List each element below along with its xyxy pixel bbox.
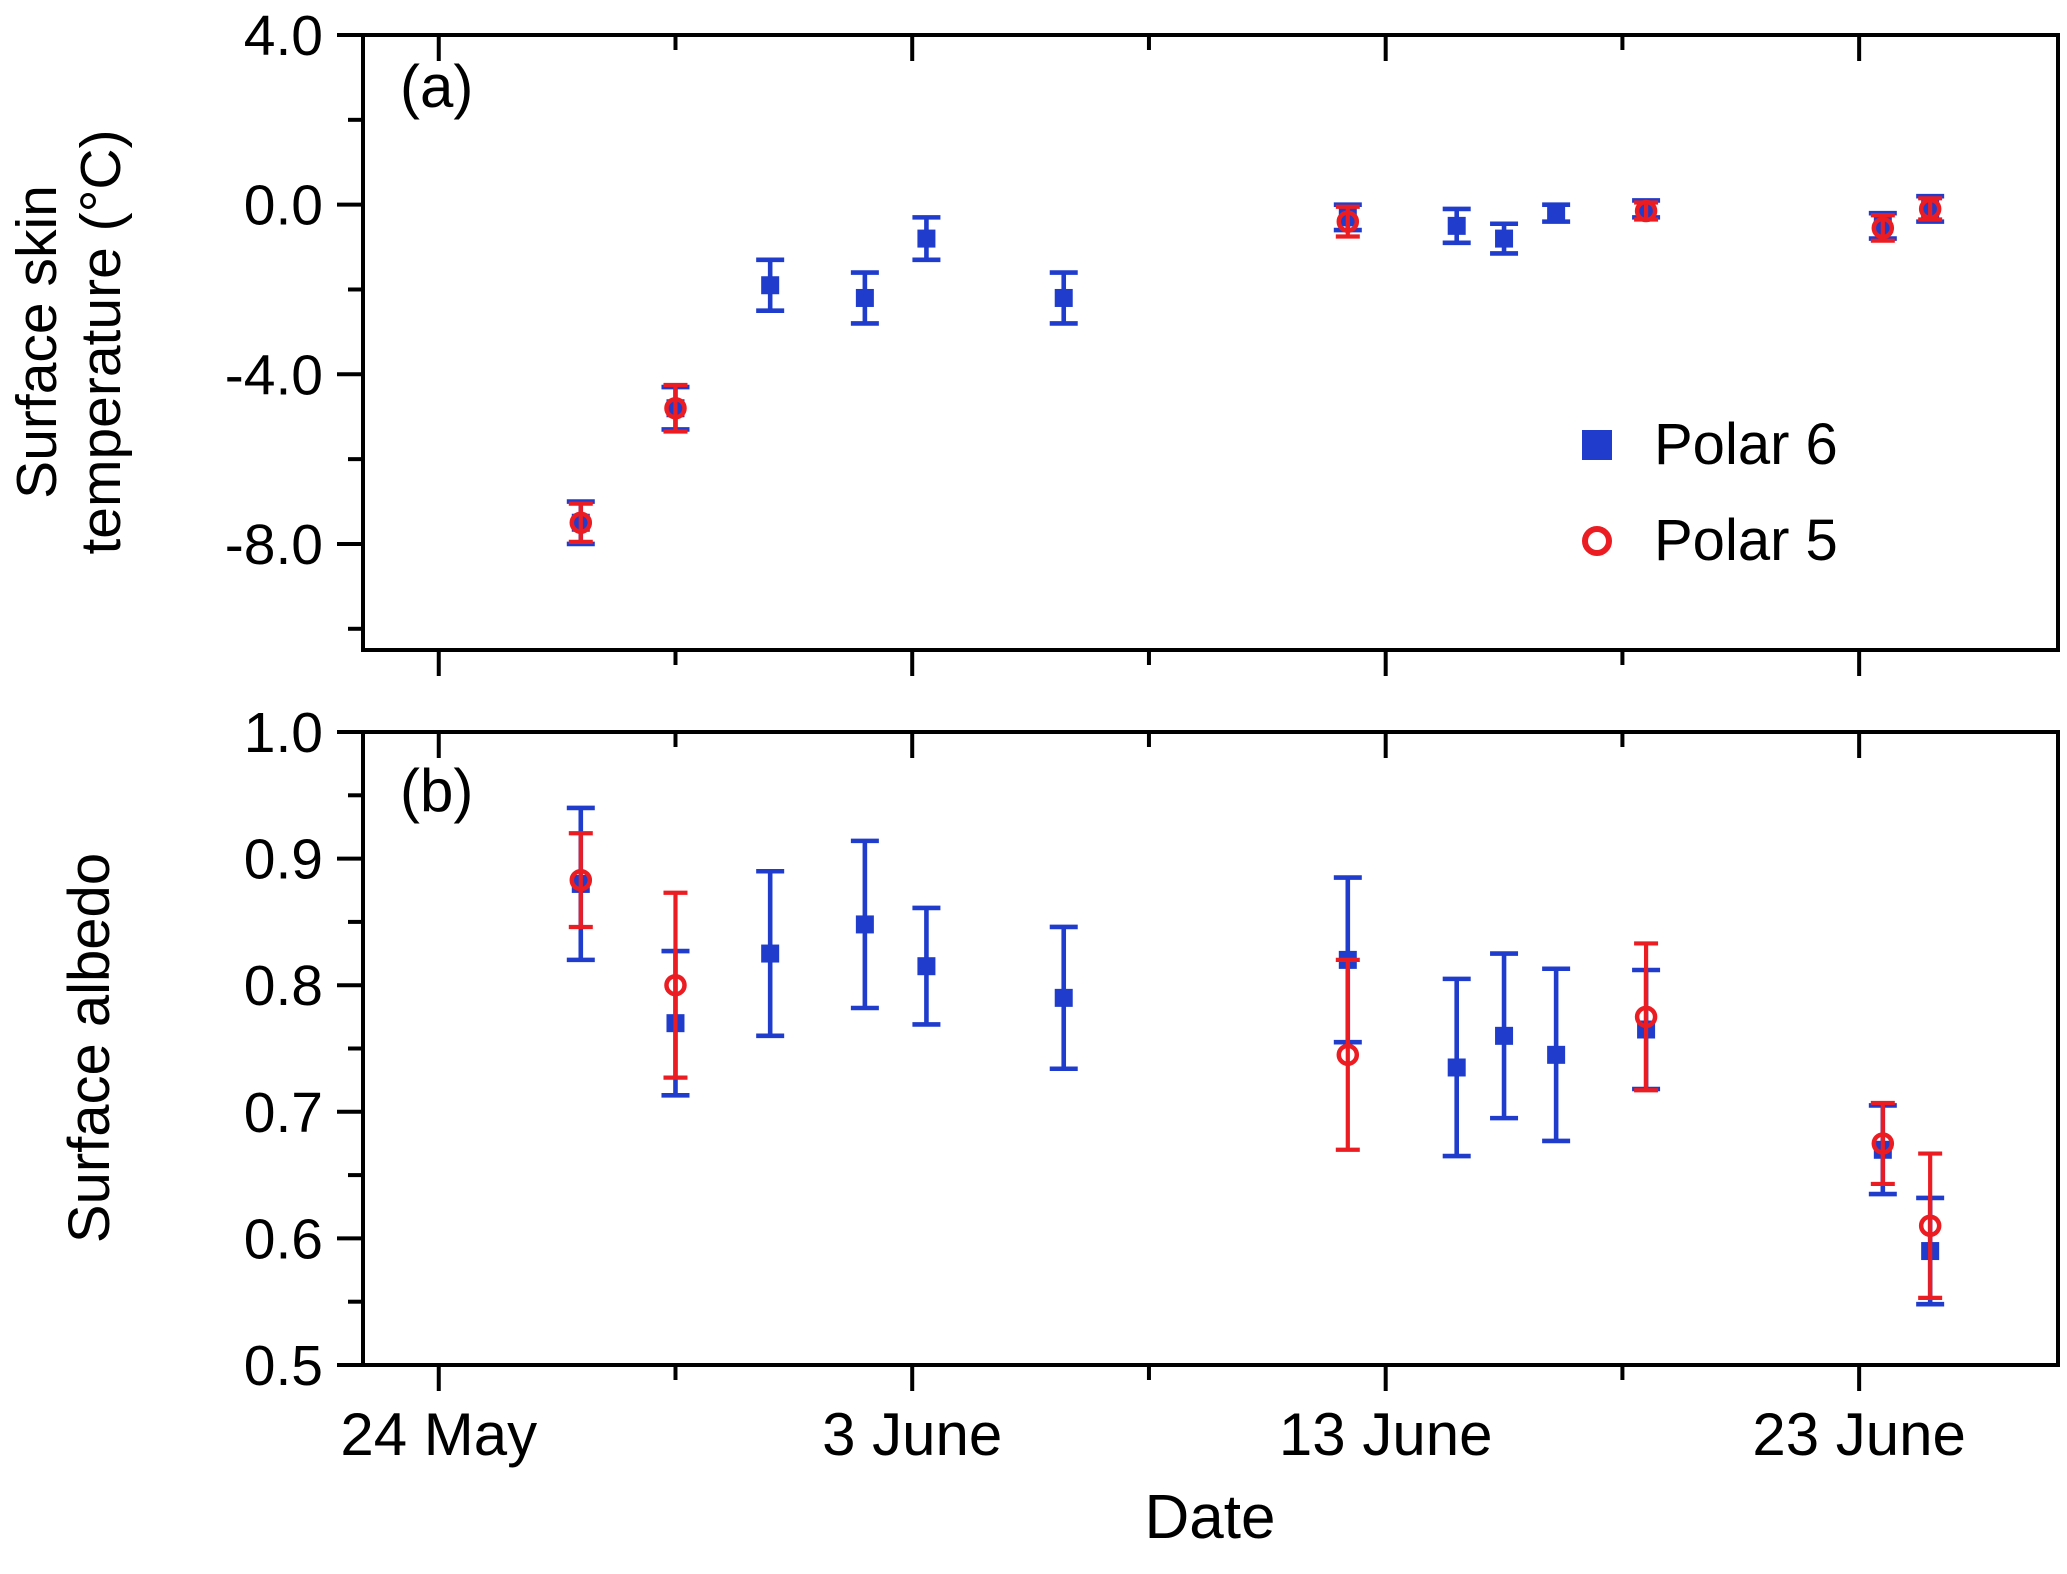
- marker-square: [917, 957, 936, 976]
- polar5-circle-icon: [1582, 526, 1612, 556]
- y-axis-title-line1: Surface skin: [5, 185, 69, 499]
- y-tick-label: 0.5: [244, 1334, 323, 1398]
- y-tick-label: 0.9: [244, 828, 323, 892]
- panel-b: 24 May 3 June 13 June 23 June 1.0 0.9 0.8 0.7 0.…: [244, 701, 2060, 1468]
- marker-square: [1054, 288, 1073, 307]
- marker-square: [1495, 1026, 1514, 1045]
- y-axis-title-albedo: Surface albedo: [57, 653, 122, 1443]
- y-tick-label: 0.8: [244, 954, 323, 1018]
- plot-frame: [361, 730, 2060, 1367]
- marker-square: [1447, 216, 1466, 235]
- marker-circle: [1918, 197, 1942, 221]
- y-tick-label: 0.0: [244, 174, 323, 238]
- marker-circle: [1918, 1214, 1942, 1237]
- panel-b-label: (b): [400, 757, 474, 824]
- series-polar-5: [568, 196, 1943, 544]
- marker-square: [855, 288, 874, 307]
- marker-square: [1547, 204, 1566, 223]
- marker-square: [761, 944, 780, 963]
- x-tick-label: 23 June: [1752, 1401, 1966, 1468]
- y-axis-title-albedo-text: Surface albedo: [57, 852, 122, 1244]
- marker-square: [917, 229, 936, 248]
- x-tick-label: 13 June: [1279, 1401, 1493, 1468]
- x-axis-title: Date: [1144, 1483, 1276, 1552]
- marker-square: [1447, 1058, 1466, 1077]
- x-tick-label: 3 June: [822, 1401, 1002, 1468]
- polar6-square-icon: [1582, 430, 1612, 460]
- marker-circle: [1634, 199, 1658, 223]
- marker-circle: [1336, 1043, 1360, 1067]
- plot-frame: [361, 33, 2060, 652]
- panel-a: 4.0 0.0 -4.0 -8.0: [225, 4, 2060, 676]
- marker-circle: [1634, 1005, 1658, 1029]
- marker-square: [855, 915, 874, 934]
- series-polar-6: [566, 805, 1945, 1307]
- y-tick-label: 4.0: [244, 4, 323, 68]
- legend-item-polar6: Polar 6: [1580, 405, 1838, 485]
- panel-a-label: (a): [400, 53, 474, 120]
- legend-item-polar5: Polar 5: [1580, 501, 1838, 581]
- y-axis-title-temperature: Surface skin temperature (°C): [5, 0, 135, 737]
- legend-label-polar6: Polar 6: [1654, 412, 1838, 477]
- legend: Polar 6 Polar 5: [1580, 405, 1838, 581]
- y-tick-label: -4.0: [225, 343, 323, 407]
- y-tick-label: 0.6: [244, 1207, 323, 1271]
- y-tick-label: 1.0: [244, 701, 323, 765]
- marker-circle: [1871, 1132, 1895, 1155]
- marker-square: [761, 276, 780, 295]
- marker-square: [1547, 1045, 1566, 1064]
- x-tick-label: 24 May: [340, 1401, 537, 1468]
- series-polar-5: [568, 831, 1943, 1301]
- y-tick-label: 0.7: [244, 1081, 323, 1145]
- marker-circle: [569, 868, 593, 892]
- marker-circle: [1336, 210, 1360, 233]
- marker-square: [1054, 988, 1073, 1007]
- y-axis-title-line2: temperature (°C): [69, 129, 133, 555]
- marker-circle: [1871, 216, 1895, 240]
- y-tick-label: -8.0: [225, 513, 323, 577]
- marker-circle: [664, 973, 687, 997]
- marker-circle: [664, 396, 687, 420]
- marker-circle: [569, 511, 593, 535]
- legend-label-polar5: Polar 5: [1654, 508, 1838, 573]
- marker-square: [1495, 229, 1514, 248]
